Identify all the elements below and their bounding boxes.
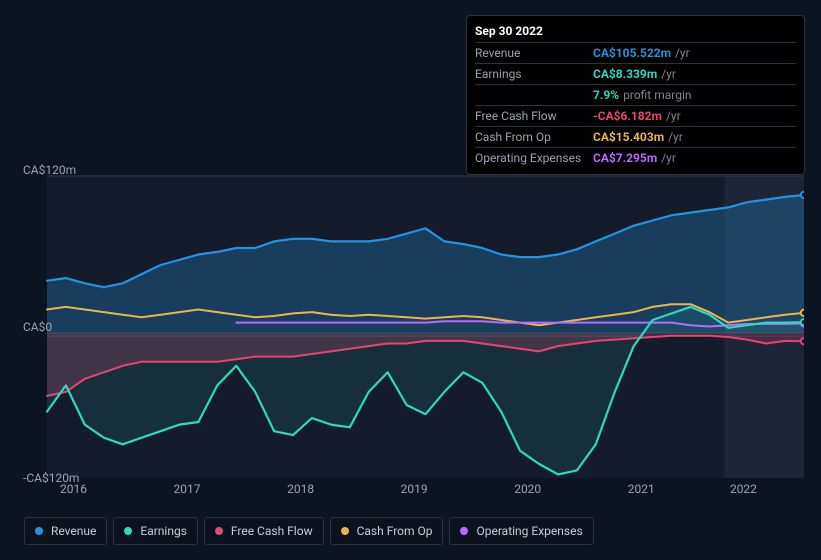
legend-label: Revenue [51,524,96,538]
legend-item-revenue[interactable]: Revenue [24,517,107,545]
tooltip-value: CA$105.522m [593,46,671,60]
financials-chart: CA$120mCA$0-CA$120m 20162017201820192020… [17,158,804,518]
y-axis-label: CA$120m [23,163,76,177]
tooltip-row: 7.9% profit margin [475,84,796,105]
metrics-tooltip: Sep 30 2022 RevenueCA$105.522m/yrEarning… [466,15,805,175]
legend-label: Earnings [140,524,187,538]
x-axis-label: 2021 [628,482,655,496]
tooltip-row: RevenueCA$105.522m/yr [475,42,796,63]
tooltip-suffix: /yr [661,67,676,81]
legend-swatch [215,527,223,535]
tooltip-value: CA$8.339m [593,67,657,81]
tooltip-suffix: /yr [675,46,690,60]
tooltip-label: Cash From Op [475,130,593,144]
x-axis-label: 2016 [60,482,87,496]
legend-label: Cash From Op [357,524,433,538]
tooltip-date: Sep 30 2022 [475,20,796,42]
y-axis-label: CA$0 [23,320,52,334]
x-axis-label: 2022 [730,482,757,496]
chart-svg [17,158,804,478]
tooltip-suffix: /yr [666,109,681,123]
legend-label: Operating Expenses [476,524,582,538]
tooltip-row: EarningsCA$8.339m/yr [475,63,796,84]
tooltip-row: Free Cash Flow-CA$6.182m/yr [475,105,796,126]
legend-item-operating-expenses[interactable]: Operating Expenses [449,517,593,545]
legend-item-earnings[interactable]: Earnings [113,517,198,545]
tooltip-label: Revenue [475,46,593,60]
tooltip-suffix: profit margin [623,88,691,102]
tooltip-label: Free Cash Flow [475,109,593,123]
tooltip-label [475,88,593,102]
x-axis-label: 2020 [514,482,541,496]
x-axis-label: 2018 [287,482,314,496]
legend: Revenue Earnings Free Cash Flow Cash From O… [24,517,594,545]
x-axis-label: 2017 [174,482,201,496]
legend-swatch [460,527,468,535]
tooltip-label: Earnings [475,67,593,81]
tooltip-row: Cash From OpCA$15.403m/yr [475,126,796,147]
legend-swatch [35,527,43,535]
x-axis-label: 2019 [401,482,428,496]
legend-label: Free Cash Flow [231,524,313,538]
legend-item-free-cash-flow[interactable]: Free Cash Flow [204,517,324,545]
tooltip-suffix: /yr [668,130,683,144]
legend-swatch [124,527,132,535]
tooltip-value: 7.9% [593,88,619,102]
legend-swatch [341,527,349,535]
tooltip-rows: RevenueCA$105.522m/yrEarningsCA$8.339m/y… [475,42,796,168]
tooltip-value: CA$15.403m [593,130,664,144]
legend-item-cash-from-op[interactable]: Cash From Op [330,517,444,545]
tooltip-value: -CA$6.182m [593,109,662,123]
